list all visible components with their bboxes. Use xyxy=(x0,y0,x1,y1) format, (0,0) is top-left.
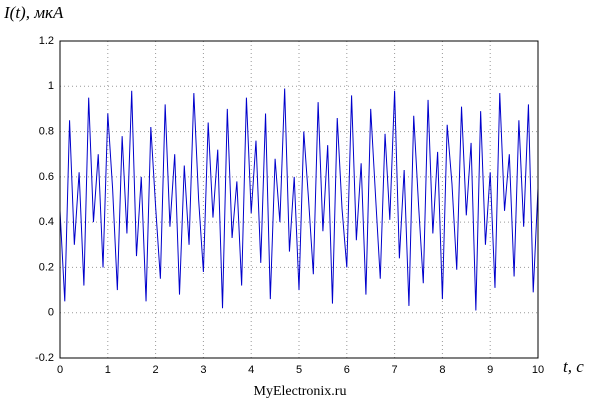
y-tick-label: 0.8 xyxy=(39,125,54,137)
x-tick-label: 1 xyxy=(105,364,111,376)
y-axis-label: I(t), мкА xyxy=(3,3,64,22)
x-tick-label: 9 xyxy=(487,364,493,376)
y-tick-label: 0.6 xyxy=(39,171,54,183)
x-tick-label: 6 xyxy=(344,364,350,376)
x-tick-label: 0 xyxy=(57,364,63,376)
plot-frame xyxy=(59,40,539,359)
y-tick-label: 0.2 xyxy=(39,261,54,273)
x-tick-label: 8 xyxy=(439,364,445,376)
x-tick-label: 3 xyxy=(200,364,206,376)
y-tick-label: 0 xyxy=(48,307,54,319)
y-tick-label: 0.4 xyxy=(39,216,54,228)
y-tick-label: 1.2 xyxy=(39,35,54,47)
x-tick-label: 4 xyxy=(248,364,254,376)
x-axis-label: t, c xyxy=(563,357,584,376)
y-tick-label: -0.2 xyxy=(35,352,54,364)
x-tick-label: 5 xyxy=(296,364,302,376)
signal-line xyxy=(59,88,539,311)
x-tick-label: 7 xyxy=(392,364,398,376)
x-tick-label: 10 xyxy=(532,364,544,376)
y-tick-label: 1 xyxy=(48,80,54,92)
watermark: MyElectronix.ru xyxy=(254,384,347,399)
x-tick-label: 2 xyxy=(153,364,159,376)
